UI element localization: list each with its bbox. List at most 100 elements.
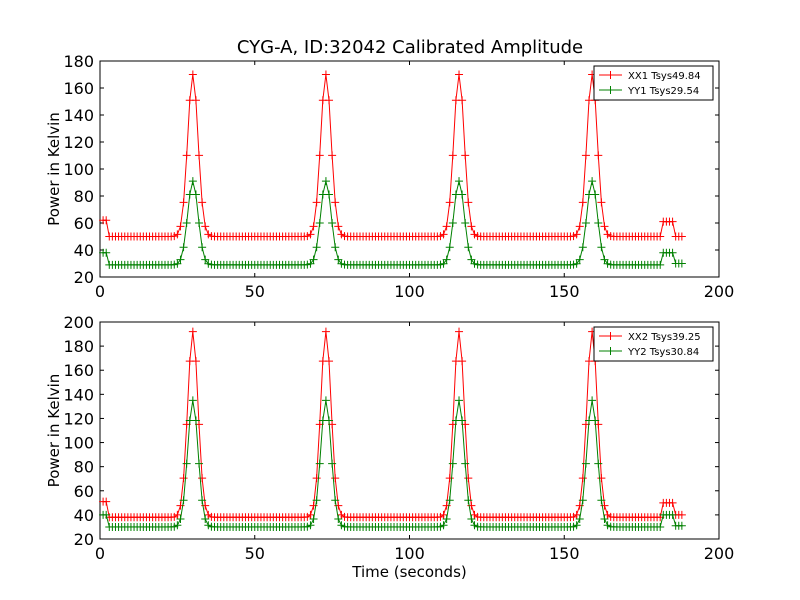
y-tick-label: 40	[74, 241, 94, 260]
legend: XX1 Tsys49.84 YY1 Tsys29.54	[593, 65, 714, 101]
data-point	[458, 190, 467, 199]
data-point	[656, 232, 665, 241]
data-point	[201, 255, 210, 264]
data-point	[597, 496, 606, 505]
y-tick-label: 180	[63, 52, 94, 71]
data-point	[176, 255, 185, 264]
y-tick-label: 20	[74, 530, 94, 549]
data-point	[191, 96, 200, 105]
data-point	[309, 514, 318, 523]
data-point	[581, 151, 590, 160]
data-point	[321, 70, 330, 79]
data-point	[182, 151, 191, 160]
y-tick-label: 80	[74, 187, 94, 206]
x-tick-label: 150	[549, 544, 580, 563]
legend-label: YY1 Tsys29.54	[627, 86, 699, 97]
chart-title: CYG-A, ID:32042 Calibrated Amplitude	[237, 37, 583, 58]
data-point	[572, 510, 581, 519]
data-point	[455, 396, 464, 405]
data-point	[179, 198, 188, 207]
data-point	[306, 230, 315, 239]
data-point	[102, 216, 111, 225]
data-point	[656, 522, 665, 531]
data-point	[331, 496, 340, 505]
data-point	[325, 96, 334, 105]
series-markers	[99, 327, 686, 522]
data-point	[439, 230, 448, 239]
data-point	[677, 232, 686, 241]
legend-label: XX1 Tsys49.84	[628, 71, 701, 82]
x-tick-label: 100	[394, 544, 425, 563]
data-point	[578, 198, 587, 207]
data-point	[455, 327, 464, 336]
y-tick-label: 180	[63, 337, 94, 356]
data-point	[668, 248, 677, 257]
data-point	[464, 474, 473, 483]
y-tick-label: 160	[63, 79, 94, 98]
data-point	[467, 514, 476, 523]
data-point	[445, 198, 454, 207]
y-tick-label: 100	[63, 160, 94, 179]
data-point	[328, 151, 337, 160]
legend: XX2 Tsys39.25 YY2 Tsys30.84	[593, 326, 714, 362]
data-point	[315, 459, 324, 468]
data-point	[467, 222, 476, 231]
data-point	[182, 459, 191, 468]
legend-label: XX2 Tsys39.25	[628, 332, 701, 343]
top-panel: 0 50 100 150 200 20 40 60 80 100 120 140 160 180 Power…	[45, 52, 734, 301]
data-point	[173, 521, 182, 530]
data-point	[461, 218, 470, 227]
data-point	[581, 218, 590, 227]
data-point	[458, 96, 467, 105]
data-point	[448, 459, 457, 468]
x-tick-label: 0	[95, 544, 105, 563]
data-point	[321, 177, 330, 186]
data-point	[656, 260, 665, 269]
legend-marker	[606, 332, 615, 340]
data-point	[442, 255, 451, 264]
data-point	[312, 243, 321, 252]
data-point	[182, 218, 191, 227]
x-axis-label: Time (seconds)	[351, 563, 467, 581]
data-point	[306, 521, 315, 530]
data-point	[668, 498, 677, 507]
data-point	[102, 497, 111, 506]
y-tick-label: 200	[63, 313, 94, 332]
series-markers	[99, 70, 686, 241]
data-point	[173, 230, 182, 239]
data-point	[188, 177, 197, 186]
data-point	[179, 474, 188, 483]
x-tick-label: 50	[245, 282, 265, 301]
data-point	[328, 459, 337, 468]
y-tick-label: 120	[63, 133, 94, 152]
data-point	[312, 474, 321, 483]
data-point	[455, 70, 464, 79]
data-point	[448, 151, 457, 160]
data-point	[588, 177, 597, 186]
data-point	[594, 459, 603, 468]
data-point	[325, 357, 334, 366]
data-point	[325, 190, 334, 199]
data-point	[321, 396, 330, 405]
data-point	[188, 70, 197, 79]
data-point	[309, 255, 318, 264]
data-point	[188, 396, 197, 405]
data-point	[191, 190, 200, 199]
y-tick-label: 140	[63, 385, 94, 404]
x-tick-label: 100	[394, 282, 425, 301]
data-point	[572, 259, 581, 268]
legend-marker	[606, 347, 615, 355]
data-point	[578, 243, 587, 252]
data-point	[306, 259, 315, 268]
legend-box	[593, 326, 714, 362]
data-point	[325, 416, 334, 425]
y-tick-label: 140	[63, 106, 94, 125]
data-point	[597, 474, 606, 483]
legend-marker	[606, 71, 615, 79]
data-point	[597, 243, 606, 252]
series-markers	[99, 396, 686, 531]
data-point	[309, 222, 318, 231]
y-tick-label: 60	[74, 214, 94, 233]
data-point	[597, 198, 606, 207]
data-point	[176, 514, 185, 523]
